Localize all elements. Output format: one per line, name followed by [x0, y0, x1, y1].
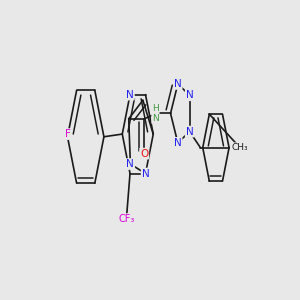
Text: CF₃: CF₃	[118, 214, 135, 224]
Text: N: N	[186, 90, 194, 100]
Text: N: N	[126, 90, 134, 100]
Text: N: N	[174, 138, 182, 148]
Text: H
N: H N	[152, 104, 159, 123]
Text: N: N	[142, 169, 149, 178]
Text: CH₃: CH₃	[232, 143, 248, 152]
Text: O: O	[140, 148, 148, 159]
Text: N: N	[127, 159, 134, 169]
Text: F: F	[64, 129, 70, 139]
Text: N: N	[174, 79, 182, 89]
Text: N: N	[186, 127, 194, 136]
